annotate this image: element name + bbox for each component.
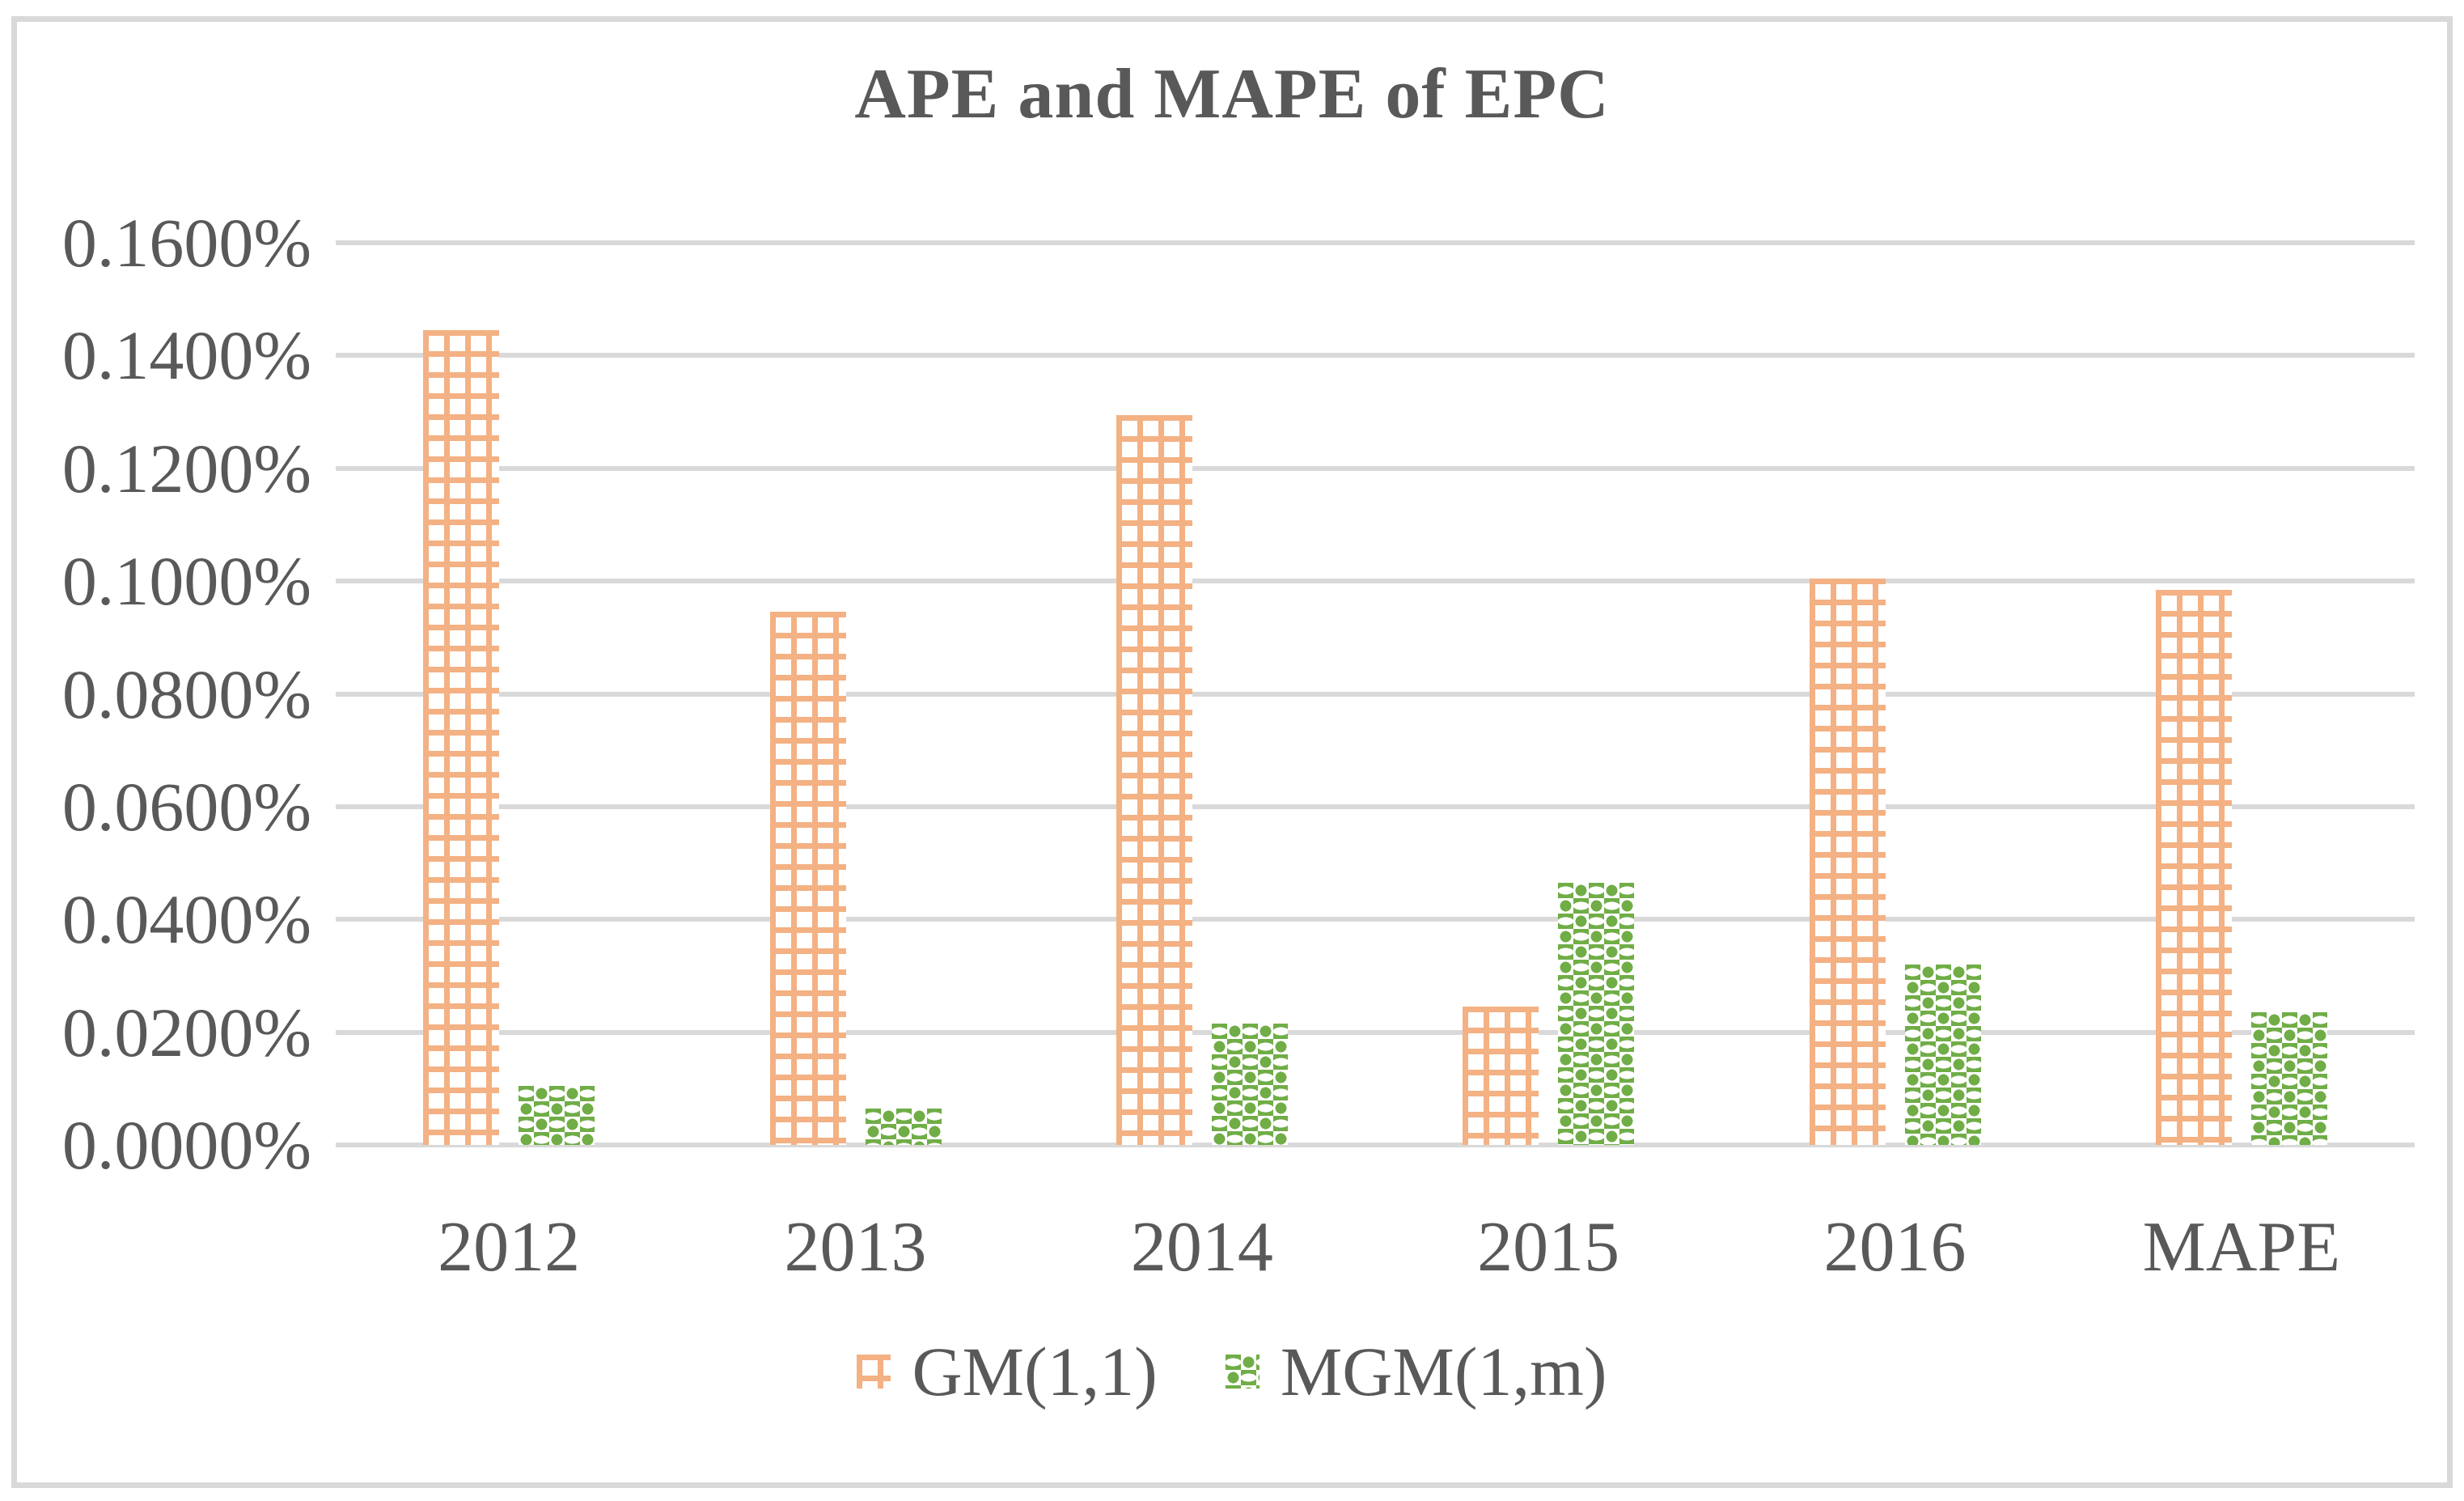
x-axis-labels: 2012 2013 2014 2015 2016 MAPE bbox=[336, 1212, 2415, 1309]
y-tick-label: 0.1000% bbox=[61, 542, 311, 621]
x-axis-label-2014: 2014 bbox=[1130, 1208, 1273, 1287]
y-tick-label: 0.0400% bbox=[61, 880, 311, 959]
bar-GM(1,1)-MAPE bbox=[2155, 589, 2232, 1145]
bars-layer bbox=[336, 243, 2415, 1145]
y-tick-label: 0.0600% bbox=[61, 767, 311, 846]
y-tick-label: 0.0000% bbox=[61, 1106, 311, 1184]
legend-item-MGM(1,m): MGM(1,m) bbox=[1225, 1333, 1607, 1410]
chart-title: APE and MAPE of EPC bbox=[854, 55, 1610, 134]
bar-group-2016 bbox=[1809, 243, 1981, 1145]
x-axis-label-MAPE: MAPE bbox=[2142, 1208, 2341, 1287]
plot-area bbox=[336, 240, 2415, 1147]
x-axis-label-2013: 2013 bbox=[784, 1208, 927, 1287]
bar-MGM(1,m)-2014 bbox=[1211, 1024, 1288, 1145]
bar-GM(1,1)-2012 bbox=[423, 330, 500, 1145]
bar-MGM(1,m)-2016 bbox=[1904, 965, 1981, 1145]
x-axis-label-2016: 2016 bbox=[1823, 1208, 1967, 1287]
bar-MGM(1,m)-2015 bbox=[1558, 882, 1635, 1145]
gridline bbox=[336, 1029, 2415, 1035]
gridline bbox=[336, 240, 2415, 245]
gridline bbox=[336, 804, 2415, 809]
x-axis-line bbox=[336, 1143, 2415, 1147]
bar-group-2014 bbox=[1116, 243, 1288, 1145]
gridline bbox=[336, 579, 2415, 584]
x-axis-label-2012: 2012 bbox=[438, 1208, 581, 1287]
legend-label-MGM(1,m): MGM(1,m) bbox=[1280, 1333, 1607, 1410]
bar-GM(1,1)-2015 bbox=[1463, 1007, 1539, 1145]
legend-swatch-GM(1,1) bbox=[857, 1355, 891, 1389]
bar-group-2015 bbox=[1463, 243, 1635, 1145]
bar-group-2012 bbox=[423, 243, 595, 1145]
bar-MGM(1,m)-2013 bbox=[865, 1108, 942, 1145]
legend-label-GM(1,1): GM(1,1) bbox=[912, 1333, 1158, 1410]
x-axis-label-2015: 2015 bbox=[1477, 1208, 1620, 1287]
bar-GM(1,1)-2014 bbox=[1116, 414, 1192, 1145]
y-tick-label: 0.1200% bbox=[61, 429, 311, 507]
bar-group-2013 bbox=[769, 243, 942, 1145]
y-tick-label: 0.1600% bbox=[61, 204, 311, 282]
bar-group-MAPE bbox=[2155, 243, 2327, 1145]
legend-item-GM(1,1): GM(1,1) bbox=[857, 1333, 1158, 1410]
gridline bbox=[336, 465, 2415, 471]
gridline bbox=[336, 917, 2415, 922]
y-tick-label: 0.0800% bbox=[61, 655, 311, 733]
bar-MGM(1,m)-2012 bbox=[519, 1085, 595, 1145]
bar-GM(1,1)-2013 bbox=[769, 612, 846, 1145]
y-tick-label: 0.0200% bbox=[61, 993, 311, 1071]
bar-GM(1,1)-2016 bbox=[1809, 578, 1886, 1145]
gridline bbox=[336, 691, 2415, 697]
legend-swatch-MGM(1,m) bbox=[1225, 1355, 1260, 1389]
y-tick-label: 0.1400% bbox=[61, 316, 311, 395]
legend: GM(1,1) MGM(1,m) bbox=[0, 1337, 2464, 1406]
y-axis-tick-labels: 0.1600% 0.1400% 0.1200% 0.1000% 0.0800% 0.060… bbox=[32, 208, 311, 1180]
gridline bbox=[336, 353, 2415, 358]
bar-MGM(1,m)-MAPE bbox=[2250, 1012, 2327, 1145]
